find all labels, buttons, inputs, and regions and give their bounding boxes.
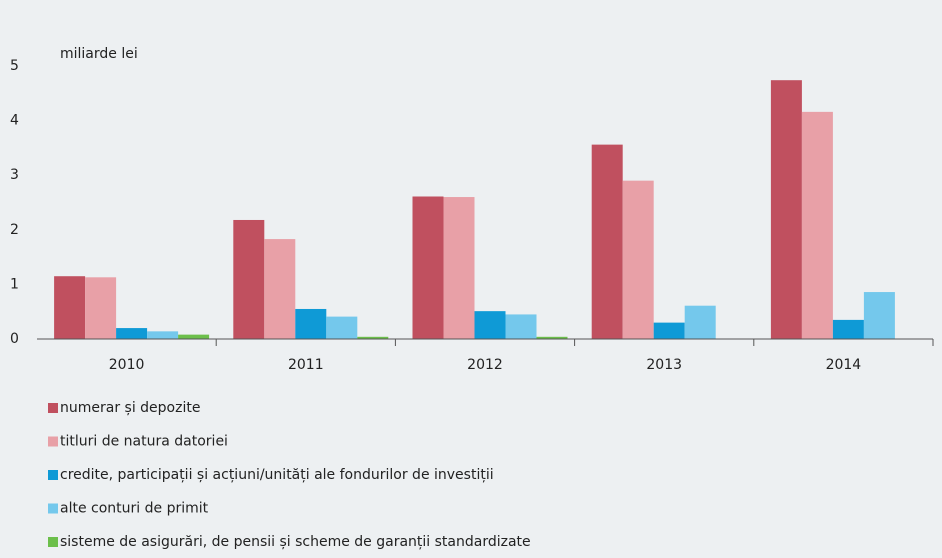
bar bbox=[412, 196, 444, 339]
y-tick-label: 1 bbox=[10, 276, 19, 292]
bar bbox=[684, 305, 716, 339]
bar bbox=[505, 314, 537, 339]
bar bbox=[591, 144, 623, 339]
bar bbox=[653, 322, 685, 339]
bar bbox=[863, 292, 895, 339]
bar bbox=[770, 80, 802, 340]
y-axis-label: miliarde lei bbox=[60, 46, 138, 62]
bar bbox=[357, 336, 389, 339]
legend-label: numerar și depozite bbox=[60, 400, 200, 416]
legend-swatch bbox=[48, 403, 58, 413]
legend-label: credite, participații și acțiuni/unități… bbox=[60, 467, 494, 483]
bar bbox=[264, 239, 296, 339]
bar bbox=[147, 331, 179, 339]
bar bbox=[178, 334, 210, 339]
bar bbox=[801, 111, 833, 339]
bar bbox=[85, 277, 117, 339]
legend-swatch bbox=[48, 470, 58, 480]
bar bbox=[443, 197, 475, 339]
y-tick-label: 5 bbox=[10, 58, 19, 74]
bar bbox=[295, 308, 327, 339]
bar bbox=[326, 316, 358, 339]
y-tick-label: 4 bbox=[10, 113, 19, 129]
legend-label: alte conturi de primit bbox=[60, 501, 209, 517]
bar bbox=[622, 180, 654, 339]
y-tick-label: 3 bbox=[10, 167, 19, 183]
bar bbox=[832, 319, 864, 339]
x-tick-label: 2013 bbox=[646, 357, 682, 373]
bar bbox=[474, 311, 506, 339]
x-tick-label: 2014 bbox=[826, 357, 862, 373]
bar bbox=[54, 276, 86, 339]
legend-label: titluri de natura datoriei bbox=[60, 434, 228, 450]
x-tick-label: 2010 bbox=[109, 357, 145, 373]
x-tick-label: 2011 bbox=[288, 357, 324, 373]
legend-swatch bbox=[48, 537, 58, 547]
legend-swatch bbox=[48, 503, 58, 514]
bar bbox=[536, 336, 568, 339]
bar bbox=[233, 219, 265, 339]
x-tick-label: 2012 bbox=[467, 357, 503, 373]
y-tick-label: 2 bbox=[10, 222, 19, 238]
legend-swatch bbox=[48, 436, 58, 447]
bar bbox=[116, 328, 148, 339]
legend-label: sisteme de asigurări, de pensii și schem… bbox=[60, 534, 531, 550]
y-tick-label: 0 bbox=[10, 331, 19, 347]
